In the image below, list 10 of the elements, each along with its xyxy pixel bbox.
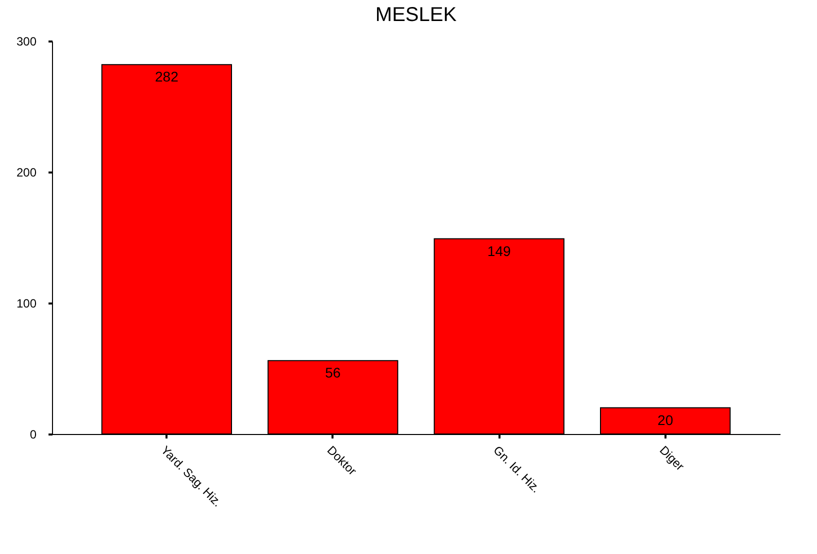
x-tick-label: Gn. Id. Hiz. — [490, 443, 543, 496]
data-label: 20 — [658, 412, 674, 428]
chart-title: MESLEK — [375, 4, 458, 26]
y-tick-label: 100 — [16, 296, 37, 310]
data-label: 149 — [487, 242, 511, 259]
data-label: 56 — [325, 364, 341, 381]
y-tick-label: 200 — [16, 166, 37, 180]
y-tick-label: 300 — [16, 34, 37, 48]
data-label: 282 — [155, 68, 179, 85]
y-tick-label: 0 — [30, 428, 37, 442]
